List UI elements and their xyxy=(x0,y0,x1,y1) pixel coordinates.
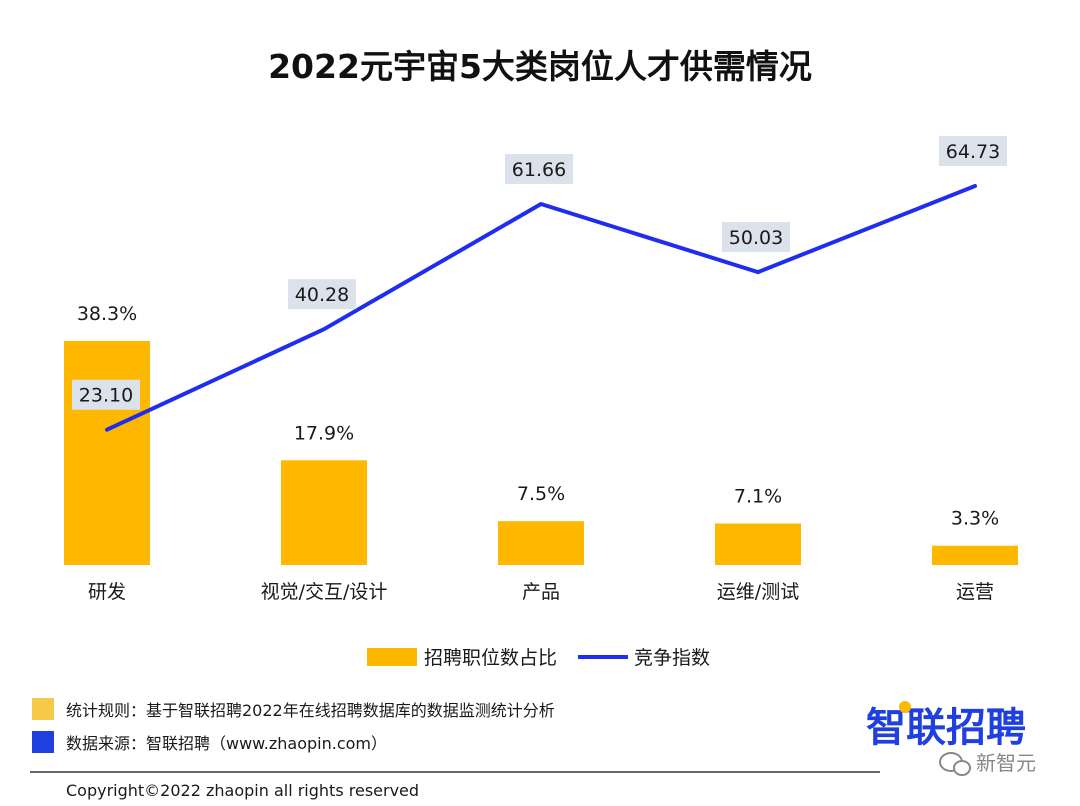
bar-data-label: 7.1% xyxy=(734,485,782,507)
source-text: 数据来源：智联招聘（www.zhaopin.com） xyxy=(66,734,387,753)
bar xyxy=(64,341,150,565)
legend-bar-label: 招聘职位数占比 xyxy=(424,647,557,669)
logo-dot xyxy=(899,701,911,713)
legend: 招聘职位数占比 竞争指数 xyxy=(367,647,710,669)
line-data-label-box xyxy=(72,379,140,410)
line-data-label-box xyxy=(288,279,356,310)
line-data-label: 64.73 xyxy=(946,141,1000,163)
bar-data-label: 17.9% xyxy=(294,422,354,444)
line-data-label-box xyxy=(505,153,573,184)
bar-data-label: 38.3% xyxy=(77,303,137,325)
line-data-label: 23.10 xyxy=(79,385,133,407)
watermark-text: 新智元 xyxy=(976,751,1036,775)
line-layer: 23.10 40.28 61.66 50.03 64.73 xyxy=(72,136,1007,432)
line-data-label: 50.03 xyxy=(729,227,783,249)
bar xyxy=(715,523,801,565)
source-swatch xyxy=(32,731,54,753)
wechat-icon xyxy=(939,752,971,776)
category-label: 运维/测试 xyxy=(717,581,799,603)
category-label: 产品 xyxy=(522,581,560,603)
line-data-label: 40.28 xyxy=(295,284,349,306)
bars-layer: 38.3% 17.9% 7.5% 7.1% 3.3% xyxy=(64,303,1018,565)
line-data-label-box xyxy=(939,136,1007,166)
rule-text: 统计规则：基于智联招聘2022年在线招聘数据库的数据监测统计分析 xyxy=(66,701,555,720)
bar xyxy=(281,460,367,565)
category-labels: 研发 视觉/交互/设计 产品 运维/测试 运营 xyxy=(88,581,994,603)
category-label: 视觉/交互/设计 xyxy=(261,581,388,603)
legend-line-label: 竞争指数 xyxy=(634,647,710,669)
bar-data-label: 3.3% xyxy=(951,508,999,530)
category-label: 研发 xyxy=(88,581,126,603)
bar xyxy=(498,521,584,565)
copyright-text: Copyright©2022 zhaopin all rights reserv… xyxy=(66,781,419,800)
zhaopin-logo: 智联招聘 xyxy=(866,705,1026,751)
bar xyxy=(932,545,1018,565)
bar-data-label: 7.5% xyxy=(517,483,565,505)
legend-bar-swatch xyxy=(367,648,417,666)
rule-swatch xyxy=(32,698,54,720)
line-data-label: 61.66 xyxy=(512,159,566,181)
series-line xyxy=(105,184,977,432)
category-label: 运营 xyxy=(956,581,994,603)
chart-title: 2022元宇宙5大类岗位人才供需情况 xyxy=(268,47,812,86)
footer: 统计规则：基于智联招聘2022年在线招聘数据库的数据监测统计分析 数据来源：智联… xyxy=(30,698,1036,800)
line-data-label-box xyxy=(722,222,790,253)
